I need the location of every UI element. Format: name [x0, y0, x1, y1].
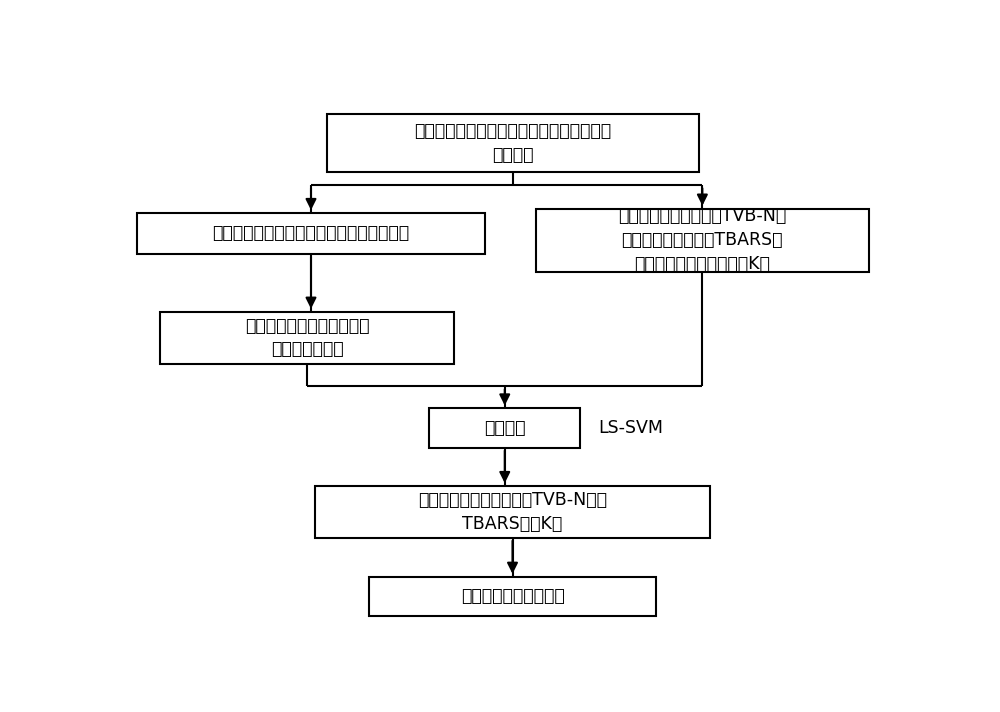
Text: 鱼片新鲜程度精准分级: 鱼片新鲜程度精准分级 — [461, 587, 564, 605]
Text: 提取两组中心波长处对应的
平均反射光谱值: 提取两组中心波长处对应的 平均反射光谱值 — [245, 317, 369, 358]
FancyBboxPatch shape — [137, 213, 485, 254]
FancyBboxPatch shape — [429, 409, 580, 448]
FancyBboxPatch shape — [326, 114, 698, 172]
FancyBboxPatch shape — [369, 577, 656, 616]
Text: 预测模型: 预测模型 — [484, 419, 526, 437]
FancyBboxPatch shape — [315, 486, 710, 538]
Text: 同时测定未知鱼片样本的TVB-N值、
TBARS值和K值: 同时测定未知鱼片样本的TVB-N值、 TBARS值和K值 — [418, 491, 607, 533]
Text: 利用多光谱成像获取鱼片样本的多光谱图像: 利用多光谱成像获取鱼片样本的多光谱图像 — [212, 224, 410, 243]
FancyBboxPatch shape — [160, 312, 454, 364]
Text: 利用半微量定氮法测定TVB-N值
利用分光光度法测定TBARS值
利用高效液相色谱法测定K值: 利用半微量定氮法测定TVB-N值 利用分光光度法测定TBARS值 利用高效液相色… — [618, 207, 786, 273]
FancyBboxPatch shape — [536, 209, 869, 271]
Text: LS-SVM: LS-SVM — [598, 419, 663, 437]
Text: 制备鱼片样本并冷藏，获取不同冷藏天数的
鱼片样本: 制备鱼片样本并冷藏，获取不同冷藏天数的 鱼片样本 — [414, 122, 611, 164]
